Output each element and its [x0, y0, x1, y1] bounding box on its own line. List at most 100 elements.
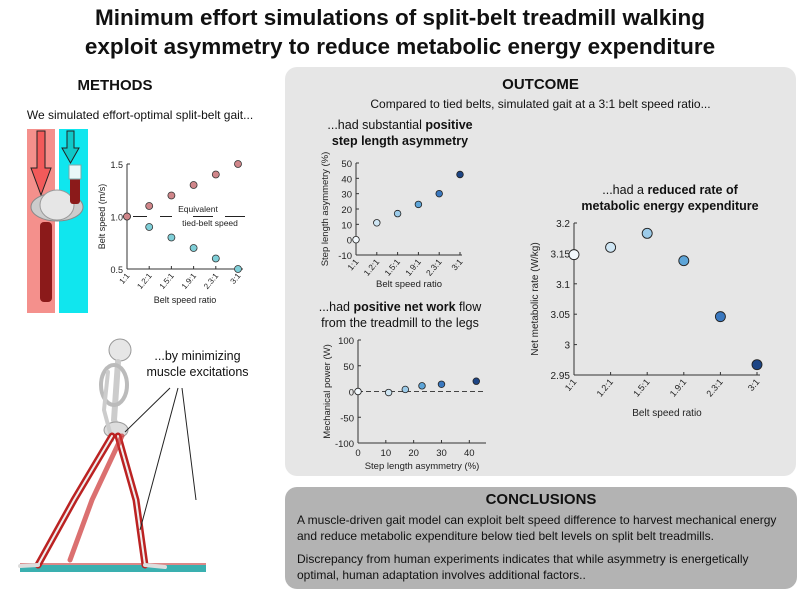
y-tick-label: 3 — [564, 341, 570, 352]
fast-arrow-icon — [30, 130, 52, 197]
conclusion-2: Discrepancy from human experiments indic… — [297, 552, 749, 582]
title-emph: positive — [425, 118, 473, 132]
x-tick-label: 40 — [464, 448, 475, 459]
walking-model-illustration — [18, 338, 206, 572]
x-tick-label: 10 — [381, 448, 392, 459]
y-tick-label: 3.05 — [551, 310, 571, 321]
y-tick-label: 3.2 — [556, 219, 570, 230]
data-point — [641, 227, 653, 239]
data-point — [384, 388, 393, 397]
x-axis-label: Belt speed ratio — [376, 279, 442, 290]
x-tick-label: 1.5:1 — [631, 377, 652, 399]
treadmill-top-view — [30, 130, 84, 302]
data-point — [472, 377, 480, 385]
y-tick-label: 40 — [341, 174, 352, 185]
y-tick-label: -50 — [340, 413, 354, 424]
title-emph: step length asymmetry — [331, 134, 469, 148]
y-tick-label: 3.15 — [551, 249, 571, 260]
title-emph: positive net work — [353, 300, 456, 314]
conclusion-1: A muscle-driven gait model can exploit b… — [297, 513, 777, 543]
conclusions-panel: CONCLUSIONS A muscle-driven gait model c… — [285, 487, 797, 589]
title-text: from the treadmill to the legs — [321, 316, 479, 330]
fast-belt-point — [167, 191, 176, 200]
y-tick-label: 0.5 — [110, 265, 123, 275]
methods-intro: We simulated effort-optimal split-belt g… — [26, 108, 254, 122]
chart1-title: ...had substantial positive step length a… — [305, 117, 495, 149]
fast-belt-point — [211, 170, 220, 179]
y-tick-label: 0 — [347, 236, 352, 247]
title-text: flow — [455, 300, 482, 314]
title-text: ...had a — [602, 183, 648, 197]
data-point — [605, 241, 617, 253]
y-tick-label: -100 — [335, 439, 354, 450]
model-top-view-icon — [30, 164, 84, 302]
data-point — [393, 209, 402, 218]
slow-belt-point — [211, 254, 220, 263]
data-point — [714, 311, 726, 323]
poster-title: Minimum effort simulations of split-belt… — [0, 3, 800, 61]
slow-belt-point — [234, 265, 242, 273]
outcome-heading: OUTCOME — [502, 76, 579, 93]
fast-belt-point — [234, 160, 242, 168]
skeleton-icon — [18, 338, 167, 569]
x-tick-label: 1.2:1 — [595, 377, 616, 399]
chart2-title: ...had positive net work flow from the tr… — [305, 299, 495, 331]
x-tick-label: 2.3:1 — [704, 377, 725, 399]
fast-belt-point — [189, 181, 198, 189]
y-axis-label: Mechanical power (W) — [322, 344, 333, 439]
data-point — [568, 249, 580, 261]
y-tick-label: 2.95 — [551, 371, 571, 382]
slow-arrow-icon — [61, 130, 80, 165]
y-tick-label: 10 — [341, 220, 352, 231]
data-point — [401, 385, 410, 394]
y-axis-label: Step length asymmetry (%) — [320, 152, 331, 267]
data-point — [354, 387, 362, 396]
title-emph: metabolic energy expenditure — [581, 199, 759, 213]
data-point — [418, 382, 426, 390]
y-tick-label: 30 — [341, 190, 352, 201]
fast-belt-point — [145, 202, 154, 210]
minimizing-label: ...by minimizing muscle excitations — [146, 349, 249, 379]
methods-heading: METHODS — [77, 77, 153, 94]
chart3-title: ...had a reduced rate of metabolic energy… — [560, 182, 780, 214]
y-axis-label: Belt speed (m/s) — [97, 184, 107, 250]
fast-belt-point — [123, 212, 131, 221]
x-tick-label: 0 — [355, 448, 360, 459]
equivalent-label: Equivalent — [178, 204, 218, 214]
data-point — [456, 170, 464, 179]
y-tick-label: 0 — [349, 388, 354, 399]
slow-belt-point — [189, 244, 198, 252]
y-tick-label: 50 — [343, 362, 354, 373]
x-axis-label: Step length asymmetry (%) — [365, 461, 480, 472]
x-tick-label: 30 — [436, 448, 447, 459]
y-axis-label: Net metabolic rate (W/kg) — [530, 242, 541, 355]
conclusions-heading: CONCLUSIONS — [485, 491, 597, 508]
y-tick-label: 1.0 — [110, 213, 123, 223]
y-tick-label: 3.1 — [556, 280, 570, 291]
y-tick-label: 20 — [341, 205, 352, 216]
x-tick-label: 3:1 — [746, 377, 762, 393]
y-tick-label: -10 — [338, 251, 352, 262]
x-axis-label: Belt speed ratio — [154, 295, 217, 305]
data-point — [435, 189, 443, 198]
slow-belt-point — [145, 223, 154, 231]
y-tick-label: 100 — [338, 336, 354, 347]
title-line-1: Minimum effort simulations of split-belt… — [94, 5, 706, 30]
x-axis-label: Belt speed ratio — [632, 408, 702, 419]
data-point — [373, 219, 381, 227]
data-point — [751, 359, 763, 371]
treadmill-ground — [20, 565, 206, 572]
x-tick-label: 20 — [408, 448, 419, 459]
slow-belt-point — [167, 233, 176, 242]
data-point — [678, 255, 690, 267]
title-line-2: exploit asymmetry to reduce metabolic en… — [84, 34, 716, 59]
data-point — [352, 235, 360, 244]
equivalent-label: tied-belt speed — [182, 218, 238, 228]
y-tick-label: 50 — [341, 159, 352, 170]
title-emph: reduced rate of — [647, 183, 738, 197]
outcome-panel — [285, 67, 796, 476]
